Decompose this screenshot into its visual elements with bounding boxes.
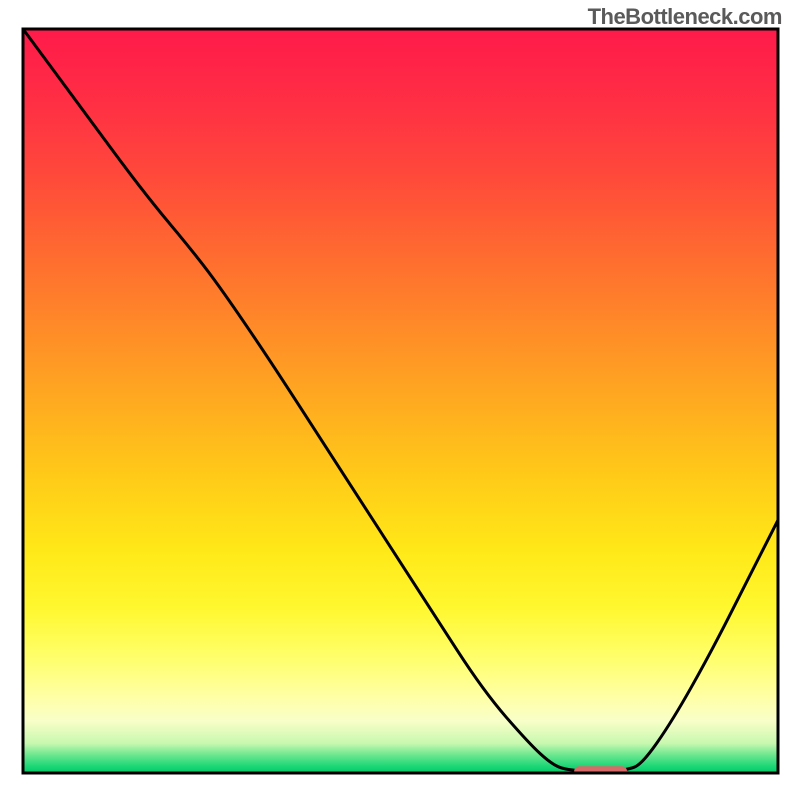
chart-container: TheBottleneck.com xyxy=(0,0,800,800)
bottleneck-chart xyxy=(0,0,800,800)
gradient-background xyxy=(23,29,778,773)
watermark-text: TheBottleneck.com xyxy=(588,4,782,30)
plot-area xyxy=(23,29,778,775)
